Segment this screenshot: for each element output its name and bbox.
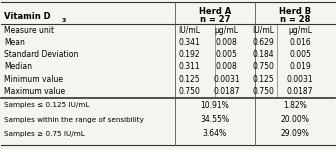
Text: 1.82%: 1.82% bbox=[283, 101, 307, 110]
Text: Mean: Mean bbox=[4, 38, 25, 47]
Text: 0.184: 0.184 bbox=[253, 50, 274, 59]
Text: 0.750: 0.750 bbox=[179, 87, 201, 96]
Text: Measure unit: Measure unit bbox=[4, 26, 54, 35]
Text: 0.005: 0.005 bbox=[289, 50, 311, 59]
Text: Herd B: Herd B bbox=[279, 7, 311, 16]
Text: 34.55%: 34.55% bbox=[200, 115, 229, 124]
Text: Vitamin D: Vitamin D bbox=[4, 12, 51, 21]
Text: 29.09%: 29.09% bbox=[281, 129, 309, 138]
Text: 10.91%: 10.91% bbox=[201, 101, 229, 110]
Text: 0.311: 0.311 bbox=[179, 62, 201, 72]
Text: Samples within the range of sensibility: Samples within the range of sensibility bbox=[4, 117, 144, 123]
Text: 0.0031: 0.0031 bbox=[213, 75, 240, 84]
Text: μg/mL: μg/mL bbox=[215, 26, 239, 35]
Text: Median: Median bbox=[4, 62, 32, 72]
Text: Samples ≤ 0.125 IU/mL: Samples ≤ 0.125 IU/mL bbox=[4, 102, 89, 108]
Text: Maximum value: Maximum value bbox=[4, 87, 65, 96]
Text: n = 27: n = 27 bbox=[200, 15, 230, 24]
Text: IU/mL: IU/mL bbox=[179, 26, 201, 35]
Text: μg/mL: μg/mL bbox=[288, 26, 312, 35]
Text: 0.192: 0.192 bbox=[179, 50, 201, 59]
Text: Herd A: Herd A bbox=[199, 7, 231, 16]
Text: IU/mL: IU/mL bbox=[252, 26, 275, 35]
Text: 0.341: 0.341 bbox=[179, 38, 201, 47]
Text: 0.008: 0.008 bbox=[216, 62, 238, 72]
Text: 0.125: 0.125 bbox=[179, 75, 201, 84]
Text: Minimum value: Minimum value bbox=[4, 75, 63, 84]
Text: 0.125: 0.125 bbox=[253, 75, 274, 84]
Text: 0.019: 0.019 bbox=[289, 62, 311, 72]
Text: 0.0187: 0.0187 bbox=[287, 87, 313, 96]
Text: 0.008: 0.008 bbox=[216, 38, 238, 47]
Text: 3.64%: 3.64% bbox=[203, 129, 227, 138]
Text: 3: 3 bbox=[62, 18, 66, 22]
Text: 0.005: 0.005 bbox=[216, 50, 238, 59]
Text: 0.0031: 0.0031 bbox=[287, 75, 313, 84]
Text: n = 28: n = 28 bbox=[280, 15, 310, 24]
Text: 0.629: 0.629 bbox=[252, 38, 274, 47]
Text: Samples ≥ 0.75 IU/mL: Samples ≥ 0.75 IU/mL bbox=[4, 131, 85, 137]
Text: Standard Deviation: Standard Deviation bbox=[4, 50, 78, 59]
Text: 0.0187: 0.0187 bbox=[213, 87, 240, 96]
Text: 20.00%: 20.00% bbox=[281, 115, 309, 124]
Text: 0.750: 0.750 bbox=[252, 62, 274, 72]
Text: 0.016: 0.016 bbox=[289, 38, 311, 47]
Text: 0.750: 0.750 bbox=[252, 87, 274, 96]
